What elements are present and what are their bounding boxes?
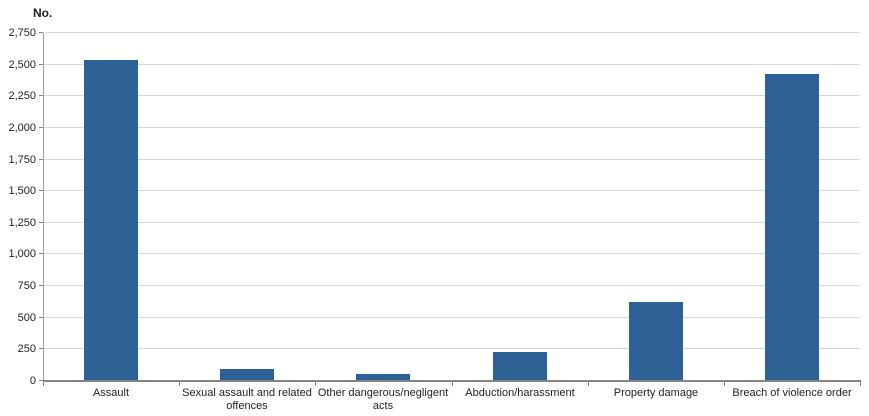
y-axis-tick-label-250: 250	[17, 343, 36, 355]
x-axis-tick-1	[179, 382, 180, 386]
y-axis-tick-1750	[39, 159, 43, 160]
bar-abduction-harassment	[493, 352, 547, 380]
x-axis-label-abduction-harassment: Abduction/harassment	[465, 387, 575, 399]
gridline-2500	[43, 64, 860, 65]
bar-assault	[84, 60, 138, 380]
x-axis-labels: Assault Sexual assault and related offenc…	[0, 387, 869, 416]
x-axis-tick-0	[43, 382, 44, 386]
y-axis-tick-label-0: 0	[29, 375, 36, 387]
y-axis-tick-label-2750: 2,750	[8, 27, 36, 39]
x-axis-tick-5	[724, 382, 725, 386]
bar-other-dangerous-negligent-acts	[356, 374, 410, 380]
gridline-500	[43, 317, 860, 318]
y-axis-tick-label-500: 500	[17, 312, 36, 324]
y-axis-tick-500	[39, 317, 43, 318]
plot-area	[43, 32, 860, 381]
gridline-2250	[43, 95, 860, 96]
x-axis-label-breach-of-violence-order: Breach of violence order	[732, 387, 852, 399]
y-axis-tick-0	[39, 380, 43, 381]
y-axis-tick-2500	[39, 64, 43, 65]
gridline-250	[43, 348, 860, 349]
gridline-1250	[43, 222, 860, 223]
y-axis-tick-1000	[39, 253, 43, 254]
x-axis-tick-2	[315, 382, 316, 386]
y-axis-tick-label-2500: 2,500	[8, 59, 36, 71]
x-axis-label-sexual-assault-and-related-offences: Sexual assault and related offences	[182, 387, 312, 412]
gridline-2000	[43, 127, 860, 128]
gridline-1000	[43, 253, 860, 254]
x-axis-line	[43, 380, 861, 382]
gridline-1500	[43, 190, 860, 191]
y-axis-tick-label-2000: 2,000	[8, 122, 36, 134]
y-axis-tick-1500	[39, 190, 43, 191]
bar-sexual-assault-and-related-offences	[220, 369, 274, 380]
x-axis-label-property-damage: Property damage	[613, 387, 699, 399]
y-axis-tick-1250	[39, 222, 43, 223]
x-axis-label-other-dangerous-negligent-acts: Other dangerous/negligent acts	[317, 387, 449, 412]
gridline-1750	[43, 159, 860, 160]
x-axis-tick-3	[452, 382, 453, 386]
y-axis-tick-label-1750: 1,750	[8, 154, 36, 166]
bar-property-damage	[629, 302, 683, 380]
gridline-2750	[43, 32, 860, 33]
y-axis-line	[43, 33, 44, 386]
gridline-750	[43, 285, 860, 286]
y-axis-tick-2750	[39, 32, 43, 33]
y-axis-tick-label-1500: 1,500	[8, 185, 36, 197]
y-axis-tick-label-2250: 2,250	[8, 90, 36, 102]
x-axis-tick-4	[588, 382, 589, 386]
y-axis-tick-label-750: 750	[17, 280, 36, 292]
y-axis-tick-250	[39, 348, 43, 349]
x-axis-tick-6	[860, 382, 861, 386]
y-axis-tick-2250	[39, 95, 43, 96]
y-axis-tick-750	[39, 285, 43, 286]
y-axis-tick-label-1250: 1,250	[8, 217, 36, 229]
bar-breach-of-violence-order	[765, 74, 819, 380]
y-axis-title: No.	[33, 6, 53, 20]
x-axis-label-assault: Assault	[92, 387, 130, 399]
y-axis-tick-2000	[39, 127, 43, 128]
y-axis-tick-label-1000: 1,000	[8, 248, 36, 260]
